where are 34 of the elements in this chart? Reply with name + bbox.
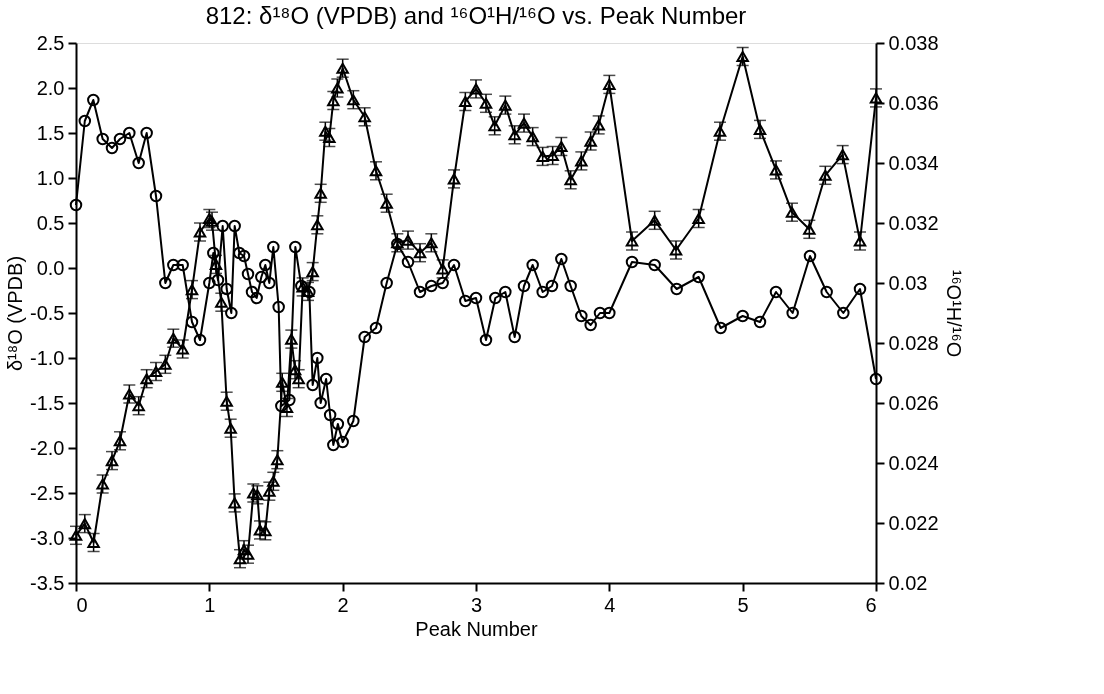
x-tick-label: 0 bbox=[76, 593, 88, 616]
x-tick-label: 1 bbox=[204, 593, 216, 616]
y-tick-label: -1.5 bbox=[30, 391, 65, 414]
y2-tick-label: 0.036 bbox=[888, 91, 939, 114]
y-tick-label: 0.5 bbox=[36, 211, 65, 234]
y2-tick-label: 0.022 bbox=[888, 511, 939, 534]
x-tick-label: 3 bbox=[470, 593, 483, 616]
y2-tick-label: 0.02 bbox=[888, 571, 928, 594]
y2-tick-label: 0.038 bbox=[888, 31, 939, 54]
y-tick-label: -3.5 bbox=[30, 571, 65, 594]
y2-tick-label: 0.028 bbox=[888, 331, 939, 354]
y-tick-label: -2.5 bbox=[30, 481, 65, 504]
y2-axis-title: ¹⁶O¹H/¹⁶O bbox=[942, 269, 965, 358]
y-tick-label: 1.5 bbox=[36, 121, 65, 144]
y-tick-label: -2.0 bbox=[30, 436, 65, 459]
y2-tick-label: 0.026 bbox=[888, 391, 939, 414]
y2-tick-label: 0.034 bbox=[888, 151, 939, 174]
x-tick-label: 2 bbox=[337, 593, 349, 616]
y-tick-label: 2.0 bbox=[36, 76, 65, 99]
y-tick-label: -1.0 bbox=[30, 346, 65, 369]
y2-tick-label: 0.032 bbox=[888, 211, 939, 234]
x-tick-label: 4 bbox=[604, 593, 616, 616]
x-axis-title: Peak Number bbox=[415, 617, 538, 640]
x-tick-label: 5 bbox=[737, 593, 749, 616]
x-tick-label: 6 bbox=[865, 593, 877, 616]
y-tick-label: 1.0 bbox=[36, 166, 65, 189]
y-tick-label: 0.0 bbox=[36, 256, 65, 279]
y2-tick-label: 0.03 bbox=[888, 271, 928, 294]
y-tick-label: -3.0 bbox=[30, 526, 65, 549]
y2-tick-label: 0.024 bbox=[888, 451, 939, 474]
chart-title: 812: δ¹⁸O (VPDB) and ¹⁶O¹H/¹⁶O vs. Peak Number bbox=[205, 2, 747, 29]
y-tick-label: -0.5 bbox=[30, 301, 65, 324]
y-tick-label: 2.5 bbox=[36, 31, 65, 54]
y-axis-title: δ¹⁸O (VPDB) bbox=[4, 255, 27, 372]
